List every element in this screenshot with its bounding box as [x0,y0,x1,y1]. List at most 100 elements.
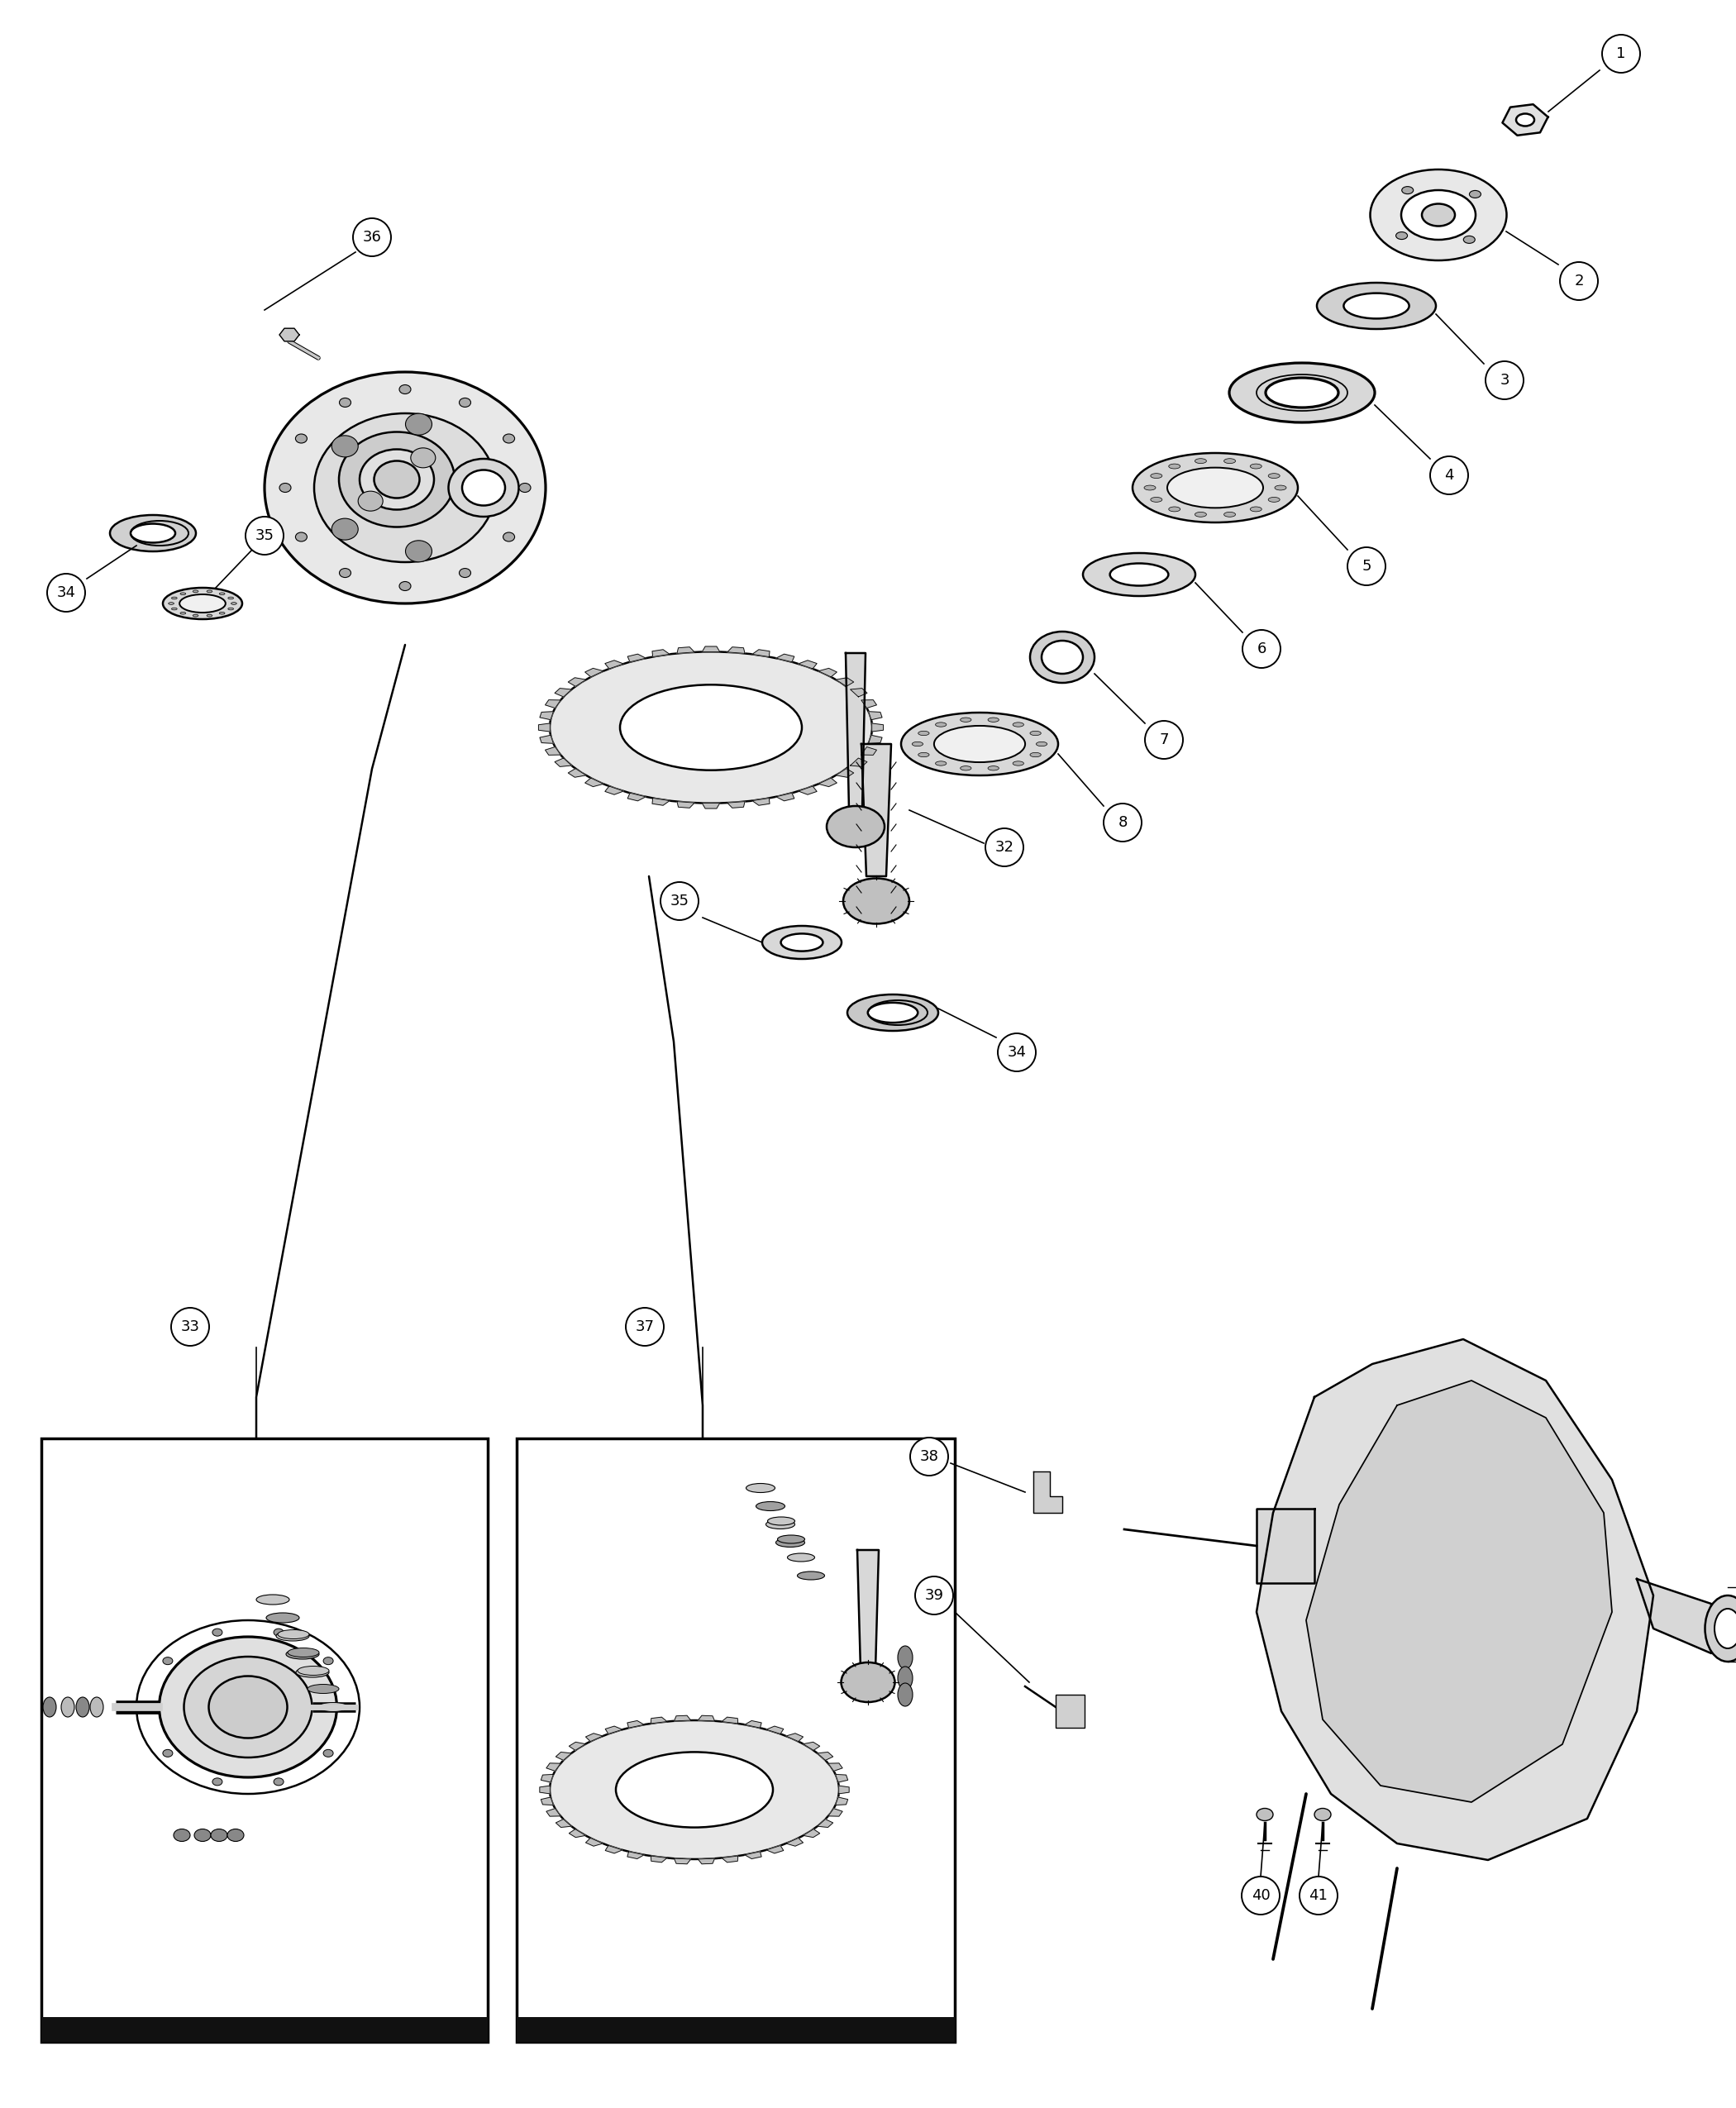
Circle shape [245,516,283,554]
Ellipse shape [1194,460,1207,464]
Polygon shape [1305,1381,1613,1802]
Circle shape [986,828,1024,866]
Polygon shape [627,1851,644,1859]
Polygon shape [585,668,604,677]
Polygon shape [851,689,866,698]
Circle shape [625,1307,663,1345]
Ellipse shape [61,1697,75,1718]
Polygon shape [547,1762,561,1771]
Polygon shape [835,1775,847,1781]
Ellipse shape [766,1520,795,1528]
Polygon shape [799,786,818,795]
Polygon shape [828,1809,842,1817]
Polygon shape [545,700,561,708]
Ellipse shape [194,1830,210,1842]
Ellipse shape [1151,497,1161,502]
Ellipse shape [276,1632,309,1640]
Circle shape [998,1033,1036,1071]
Ellipse shape [43,1697,56,1718]
Polygon shape [766,1847,783,1853]
Ellipse shape [1029,632,1094,683]
Polygon shape [722,1718,738,1724]
Ellipse shape [274,1777,283,1785]
Ellipse shape [1401,190,1476,240]
Polygon shape [786,1838,804,1847]
Circle shape [1430,455,1469,495]
Ellipse shape [411,447,436,468]
Polygon shape [556,1752,571,1760]
Polygon shape [569,1830,585,1838]
Ellipse shape [279,483,292,493]
Bar [517,2017,955,2043]
Polygon shape [851,759,866,767]
Ellipse shape [406,540,432,563]
Ellipse shape [1250,506,1262,512]
Polygon shape [698,1716,715,1720]
Polygon shape [766,1726,783,1735]
Ellipse shape [1715,1608,1736,1648]
Polygon shape [861,746,877,755]
Polygon shape [674,1859,691,1863]
Ellipse shape [616,1752,773,1828]
Polygon shape [279,329,299,341]
Ellipse shape [212,1777,222,1785]
Polygon shape [835,1798,847,1804]
Ellipse shape [181,592,186,594]
Text: 34: 34 [1007,1046,1026,1060]
Polygon shape [542,1798,554,1804]
Polygon shape [727,801,745,807]
Ellipse shape [1266,377,1338,407]
Polygon shape [568,769,587,778]
Ellipse shape [767,1518,795,1526]
Ellipse shape [278,1629,309,1638]
Ellipse shape [208,1676,286,1739]
Ellipse shape [358,491,384,510]
Ellipse shape [1314,1809,1332,1821]
Ellipse shape [1224,512,1236,516]
Polygon shape [828,1762,842,1771]
Ellipse shape [1224,460,1236,464]
Ellipse shape [172,607,177,609]
Ellipse shape [266,1613,299,1623]
Polygon shape [698,1859,715,1863]
Ellipse shape [288,1648,319,1657]
Text: 35: 35 [255,529,274,544]
Ellipse shape [76,1697,89,1718]
Polygon shape [653,649,670,658]
Ellipse shape [1168,464,1180,468]
Polygon shape [606,786,623,795]
Polygon shape [556,689,571,698]
Ellipse shape [184,1657,312,1758]
Polygon shape [861,700,877,708]
Ellipse shape [844,879,910,923]
Polygon shape [799,660,818,668]
Ellipse shape [227,597,234,599]
Ellipse shape [868,1003,918,1022]
Circle shape [1602,34,1641,74]
Ellipse shape [826,805,885,847]
Ellipse shape [448,460,519,516]
Ellipse shape [207,590,212,592]
Polygon shape [868,713,882,719]
Text: 7: 7 [1160,731,1168,748]
Ellipse shape [918,731,929,736]
Ellipse shape [399,582,411,590]
Polygon shape [701,803,720,809]
Text: 33: 33 [181,1320,200,1334]
Polygon shape [858,1549,878,1670]
Ellipse shape [960,717,970,723]
Ellipse shape [898,1667,913,1691]
Ellipse shape [227,1830,243,1842]
Ellipse shape [788,1554,814,1562]
Ellipse shape [342,1703,352,1712]
Ellipse shape [934,725,1026,763]
Ellipse shape [1705,1596,1736,1661]
Polygon shape [871,723,884,731]
Circle shape [1347,548,1385,586]
Ellipse shape [314,413,496,563]
Polygon shape [1637,1579,1712,1653]
Bar [517,1438,955,2043]
Ellipse shape [988,765,998,769]
Text: 3: 3 [1500,373,1509,388]
Circle shape [1104,803,1142,841]
